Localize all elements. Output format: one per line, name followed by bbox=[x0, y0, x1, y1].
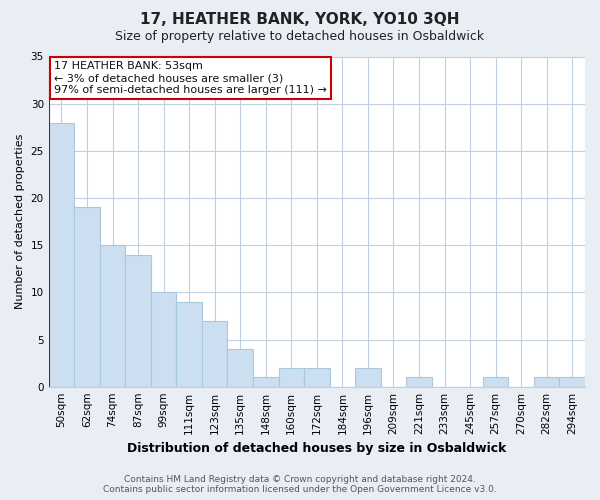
Bar bbox=[355, 368, 380, 386]
Bar bbox=[534, 377, 559, 386]
Bar bbox=[304, 368, 329, 386]
Text: Contains HM Land Registry data © Crown copyright and database right 2024.
Contai: Contains HM Land Registry data © Crown c… bbox=[103, 474, 497, 494]
Bar bbox=[151, 292, 176, 386]
Bar bbox=[49, 122, 74, 386]
Bar bbox=[176, 302, 202, 386]
Y-axis label: Number of detached properties: Number of detached properties bbox=[15, 134, 25, 310]
Text: Size of property relative to detached houses in Osbaldwick: Size of property relative to detached ho… bbox=[115, 30, 485, 43]
Bar bbox=[100, 245, 125, 386]
Text: 17, HEATHER BANK, YORK, YO10 3QH: 17, HEATHER BANK, YORK, YO10 3QH bbox=[140, 12, 460, 28]
Bar bbox=[125, 254, 151, 386]
Bar bbox=[406, 377, 432, 386]
Text: 17 HEATHER BANK: 53sqm
← 3% of detached houses are smaller (3)
97% of semi-detac: 17 HEATHER BANK: 53sqm ← 3% of detached … bbox=[54, 62, 327, 94]
Bar bbox=[74, 208, 100, 386]
Bar bbox=[227, 349, 253, 387]
Bar bbox=[559, 377, 585, 386]
X-axis label: Distribution of detached houses by size in Osbaldwick: Distribution of detached houses by size … bbox=[127, 442, 506, 455]
Bar bbox=[483, 377, 508, 386]
Bar bbox=[202, 320, 227, 386]
Bar bbox=[253, 377, 278, 386]
Bar bbox=[278, 368, 304, 386]
